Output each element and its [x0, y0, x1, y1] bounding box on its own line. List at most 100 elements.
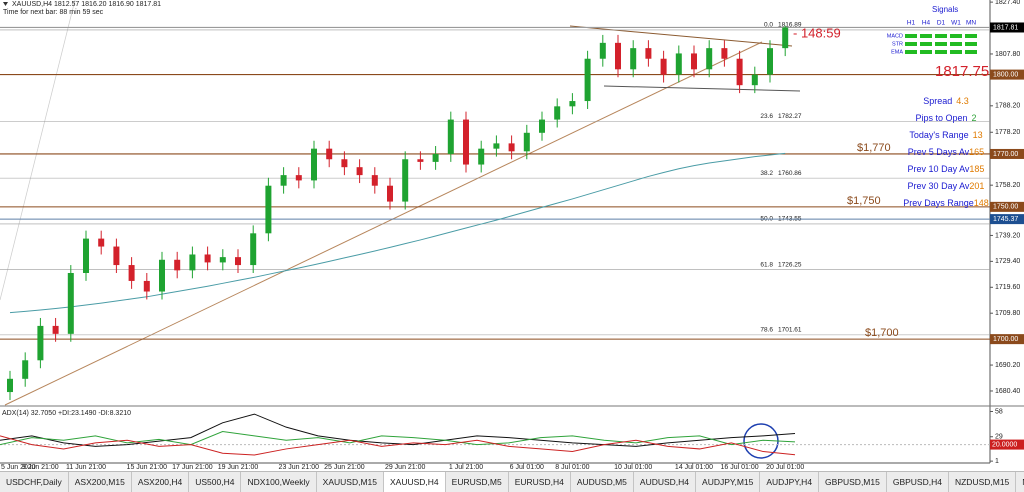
info-value: 148 [974, 198, 989, 208]
level-label: 1700.00 [993, 336, 1018, 343]
candle-body [189, 254, 196, 271]
candle-body [311, 148, 317, 181]
collapse-icon [3, 2, 8, 6]
signals-row-label: STR [892, 41, 903, 47]
y-tick-label: 1690.20 [995, 362, 1020, 369]
signals-timeframe: H4 [922, 20, 931, 27]
fib-ratio: 38.2 [760, 170, 773, 177]
x-tick-label: 9 Jun 21:00 [22, 464, 59, 471]
x-tick-label: 17 Jun 21:00 [172, 464, 213, 471]
x-tick-label: 14 Jul 01:00 [675, 464, 713, 471]
level-box [990, 201, 1024, 212]
candle-body [569, 101, 576, 107]
trendline [4, 41, 763, 406]
chart-tab[interactable]: NZDUSD,M15 [949, 472, 1017, 492]
candle-body [782, 27, 789, 49]
candle-body [432, 153, 439, 162]
fib-value: 1726.25 [778, 261, 802, 268]
info-line: Prev 10 Day Av185 [908, 164, 985, 174]
chart-tab[interactable]: GBPUSD,H4 [887, 472, 949, 492]
chart-tab[interactable]: AUDJPY,H4 [760, 472, 820, 492]
candle-body [387, 185, 393, 202]
chart-tab[interactable]: XAUUSD,H4 [384, 472, 446, 492]
fib-value: 1816.89 [778, 22, 802, 29]
signal-box [905, 42, 917, 46]
indicator-level-label: 20.0000 [992, 441, 1017, 448]
chart-tab[interactable]: AUDJPY,M15 [696, 472, 761, 492]
y-tick-label: 1719.60 [995, 284, 1020, 291]
indicator-line [0, 413, 796, 447]
info-line: Spread 4.3 [923, 96, 969, 106]
signal-box [950, 34, 962, 38]
fib-ratio: 78.6 [760, 327, 773, 334]
y-tick-label: 1739.20 [995, 232, 1020, 239]
info-line: Prev 30 Day Av201 [908, 181, 985, 191]
chart-tab[interactable]: ASX200,H4 [132, 472, 190, 492]
indicator-tick-label: 1 [995, 458, 999, 465]
info-value: 2 [972, 113, 977, 123]
candle-body [219, 257, 226, 263]
candle-body [295, 175, 302, 181]
candle-body [402, 159, 409, 202]
x-tick-label: 16 Jul 01:00 [721, 464, 759, 471]
candle-body [523, 132, 530, 152]
candle-body [52, 325, 59, 334]
chart-tab[interactable]: US500,H4 [189, 472, 242, 492]
fib-ratio: 23.6 [760, 113, 773, 120]
info-value: 4.3 [956, 96, 969, 106]
fib-value: 1782.27 [778, 113, 802, 120]
candle-body [554, 106, 561, 120]
level-box [990, 334, 1024, 345]
fib-value: 1760.86 [778, 170, 802, 177]
level-label: 1770.00 [993, 151, 1018, 158]
y-tick-label: 1758.20 [995, 182, 1020, 189]
info-value: 165 [969, 147, 984, 157]
level-box [990, 22, 1024, 33]
indicator-level-box [990, 439, 1024, 450]
info-value: 185 [969, 164, 984, 174]
candle-body [736, 58, 743, 86]
candle-body [371, 175, 378, 186]
indicator-tick-label: 29 [995, 434, 1003, 441]
chart-tab[interactable]: EURUSD,M5 [446, 472, 509, 492]
candle-body [417, 159, 424, 162]
info-label: Spread [923, 96, 952, 106]
indicator-line [0, 435, 796, 456]
chart-tab[interactable]: ASX200,M15 [69, 472, 132, 492]
fib-ratio: 61.8 [760, 261, 773, 268]
triangle-lower [603, 85, 801, 92]
indicator-line [0, 431, 796, 446]
indicator-label: ADX(14) 32.7050 +DI:23.1490 -DI:8.3210 [2, 410, 131, 417]
signal-box [920, 50, 932, 54]
fib-ratio: 0.0 [764, 22, 773, 29]
info-label: Prev Days Range [903, 198, 974, 208]
chart-tab[interactable]: AUDUSD,H4 [634, 472, 697, 492]
chart-tab[interactable]: NZDUSD,H4 [1016, 472, 1024, 492]
signals-timeframe: H1 [907, 20, 916, 27]
level-annotation: $1,700 [865, 327, 899, 339]
candle-body [341, 159, 348, 168]
candle-body [159, 259, 165, 292]
chart-tab[interactable]: XAUUSD,M15 [317, 472, 384, 492]
chart-tab[interactable]: NDX100,Weekly [241, 472, 317, 492]
chart-tab[interactable]: EURUSD,H4 [509, 472, 571, 492]
chart-tab[interactable]: USDCHF,Daily [0, 472, 69, 492]
chart-tab[interactable]: AUDUSD,M5 [571, 472, 634, 492]
candle-body [721, 48, 728, 59]
y-tick-label: 1807.80 [995, 51, 1020, 58]
candle-body [326, 148, 333, 160]
signal-box [950, 42, 962, 46]
chart: XAUUSD,H4 1812.57 1816.20 1816.90 1817.8… [0, 0, 1024, 471]
x-tick-label: 15 Jun 21:00 [127, 464, 168, 471]
signal-box [965, 42, 977, 46]
x-tick-label: 25 Jun 21:00 [324, 464, 365, 471]
y-tick-label: 1788.20 [995, 103, 1020, 110]
level-label: 1817.81 [993, 24, 1018, 31]
signals-title: Signals [932, 5, 958, 14]
y-tick-label: 1778.20 [995, 129, 1020, 136]
bid-price: 1817.75 [935, 63, 989, 80]
signal-box [935, 50, 947, 54]
candle-body [174, 259, 181, 271]
chart-tab[interactable]: GBPUSD,M15 [819, 472, 887, 492]
